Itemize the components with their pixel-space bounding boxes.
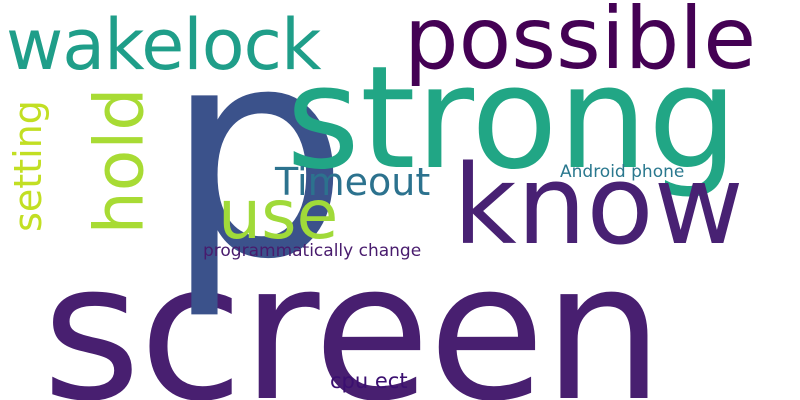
word-possible: possible [404,0,757,89]
word-p: p [165,0,350,323]
word-hold: hold [80,87,160,235]
word-wakelock: wakelock [6,4,322,86]
word-know: know [453,141,744,269]
word-android-phone: Android phone [560,162,685,182]
word-use: use [218,176,339,255]
word-timeout: Timeout [275,160,431,204]
word-strong: strong [286,36,738,201]
word-setting: setting [5,100,50,232]
word-programmatically-change: programmatically change [203,241,422,261]
word-screen: screen [42,222,664,400]
word-cpu-ect: cpu ect [330,369,408,393]
